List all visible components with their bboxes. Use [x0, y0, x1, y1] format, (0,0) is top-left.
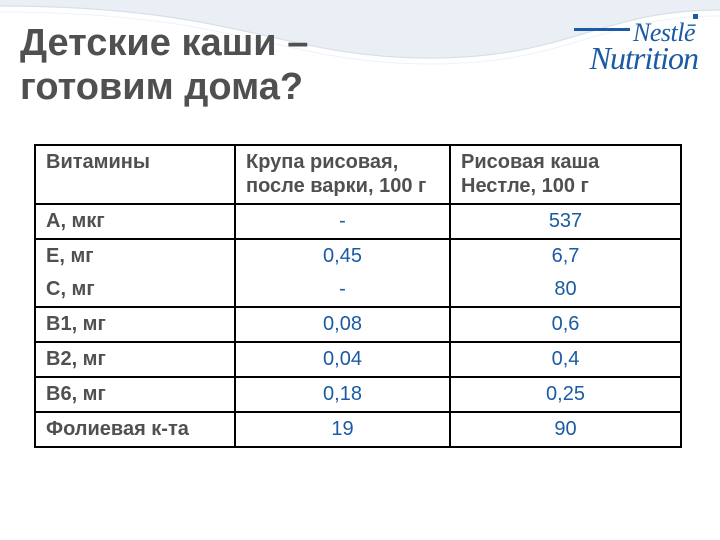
row-val1: 0,18: [235, 377, 450, 412]
row-label: А, мкг: [35, 204, 235, 239]
row-val1: 0,45: [235, 239, 450, 273]
nestle-nutrition-logo: Nestlē Nutrition: [574, 14, 698, 73]
row-label: В6, мг: [35, 377, 235, 412]
row-val1: -: [235, 204, 450, 239]
row-label: В2, мг: [35, 342, 235, 377]
logo-bottom-text: Nutrition: [574, 44, 698, 73]
logo-accent-bar: [574, 28, 630, 31]
vitamins-table: Витамины Крупа рисовая, после варки, 100…: [34, 144, 680, 448]
row-val2: 6,7: [450, 239, 681, 273]
row-val2: 0,4: [450, 342, 681, 377]
row-label: Фолиевая к-та: [35, 412, 235, 447]
row-val1: 0,04: [235, 342, 450, 377]
table-row: Фолиевая к-та 19 90: [35, 412, 681, 447]
header-rice-boiled: Крупа рисовая, после варки, 100 г: [235, 145, 450, 204]
table-header-row: Витамины Крупа рисовая, после варки, 100…: [35, 145, 681, 204]
table-row: В2, мг 0,04 0,4: [35, 342, 681, 377]
row-val1: 19: [235, 412, 450, 447]
row-val2: 90: [450, 412, 681, 447]
table-row: А, мкг - 537: [35, 204, 681, 239]
row-val1: 0,08: [235, 307, 450, 342]
row-val2: 537: [450, 204, 681, 239]
header-nestle-porridge: Рисовая каша Нестле, 100 г: [450, 145, 681, 204]
table-row: Е, мг 0,45 6,7: [35, 239, 681, 273]
row-val2: 0,6: [450, 307, 681, 342]
title-line-2: готовим дома?: [20, 66, 303, 108]
slide-title: Детские каши – готовим дома?: [20, 22, 308, 109]
row-label: В1, мг: [35, 307, 235, 342]
row-val2: 0,25: [450, 377, 681, 412]
row-val1: -: [235, 273, 450, 307]
logo-accent-dot: [693, 14, 698, 19]
table-row: В6, мг 0,18 0,25: [35, 377, 681, 412]
table-row: В1, мг 0,08 0,6: [35, 307, 681, 342]
row-label: С, мг: [35, 273, 235, 307]
title-line-1: Детские каши –: [20, 22, 308, 64]
table-row: С, мг - 80: [35, 273, 681, 307]
row-label: Е, мг: [35, 239, 235, 273]
row-val2: 80: [450, 273, 681, 307]
header-vitamins: Витамины: [35, 145, 235, 204]
